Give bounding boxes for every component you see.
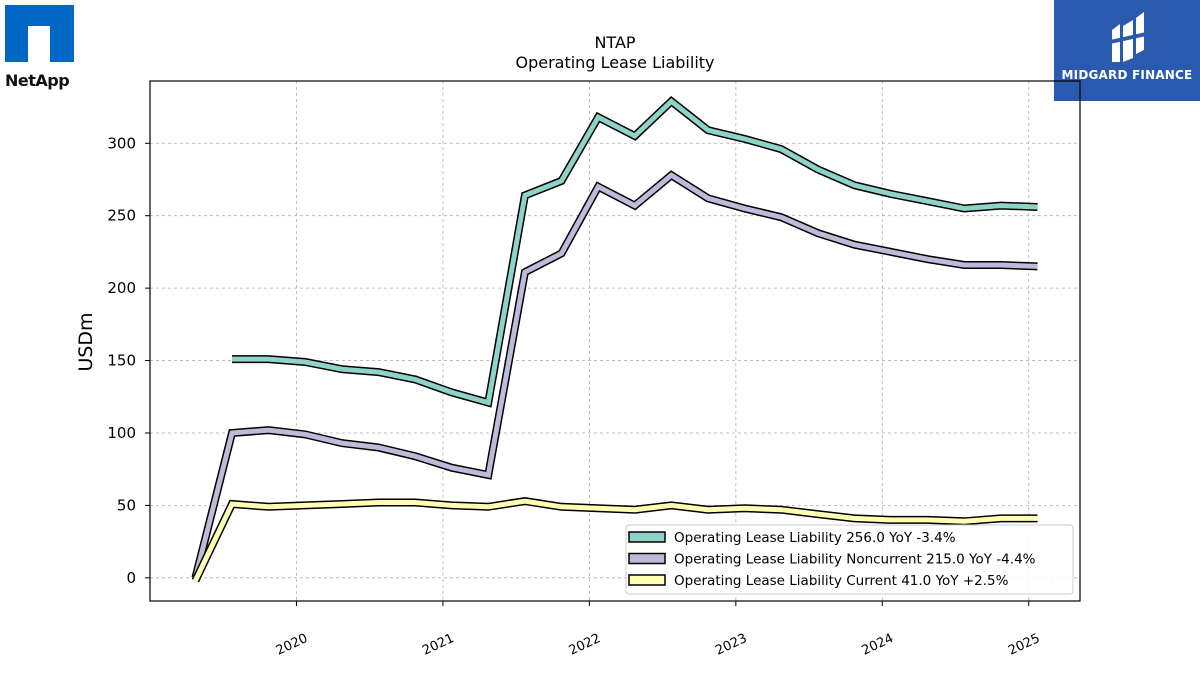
x-tick-label: 2021 bbox=[420, 631, 456, 659]
legend-swatch-1 bbox=[628, 552, 666, 565]
y-tick-label: 50 bbox=[117, 496, 136, 514]
legend-swatch-2 bbox=[628, 574, 666, 586]
netapp-logo-text: NetApp bbox=[5, 71, 70, 90]
series-line-1 bbox=[192, 172, 1038, 579]
series-lines bbox=[191, 96, 1038, 583]
y-tick-label: 300 bbox=[107, 134, 136, 152]
chart-title: NTAP bbox=[594, 33, 635, 52]
legend-swatch-0 bbox=[628, 531, 666, 543]
legend-label-0: Operating Lease Liability 256.0 YoY -3.4… bbox=[674, 530, 956, 546]
y-tick-label: 250 bbox=[107, 207, 136, 225]
midgard-finance-logo-text: MIDGARD FINANCE bbox=[1061, 68, 1193, 82]
netapp-logo: NetApp bbox=[5, 5, 85, 95]
series-line-0 bbox=[232, 97, 1038, 406]
x-tick-label: 2022 bbox=[567, 631, 603, 659]
x-tick-label: 2020 bbox=[274, 631, 310, 659]
midgard-finance-logo: MIDGARD FINANCE bbox=[1054, 0, 1200, 101]
plot-frame bbox=[149, 80, 1081, 602]
x-tick-label: 2023 bbox=[713, 631, 749, 659]
series-outline-0 bbox=[232, 96, 1038, 408]
x-tick-label: 2025 bbox=[1006, 631, 1042, 659]
y-axis-label: USDm bbox=[75, 312, 97, 371]
y-tick-label: 100 bbox=[107, 424, 136, 442]
series-line-2 bbox=[193, 498, 1038, 582]
legend-label-2: Operating Lease Liability Current 41.0 Y… bbox=[674, 573, 1009, 589]
y-tick-label: 200 bbox=[107, 279, 136, 297]
y-tick-label: 150 bbox=[107, 352, 136, 370]
netapp-logo-mark bbox=[5, 5, 74, 62]
chart-subtitle: Operating Lease Liability bbox=[515, 53, 714, 72]
legend-box bbox=[625, 524, 1074, 595]
x-tick-label: 2024 bbox=[860, 631, 896, 659]
midgard-finance-logo-icon bbox=[1110, 12, 1146, 62]
y-tick-label: 0 bbox=[126, 569, 136, 587]
legend: Operating Lease Liability 256.0 YoY -3.4… bbox=[625, 524, 1074, 595]
legend-label-1: Operating Lease Liability Noncurrent 215… bbox=[674, 552, 1036, 568]
